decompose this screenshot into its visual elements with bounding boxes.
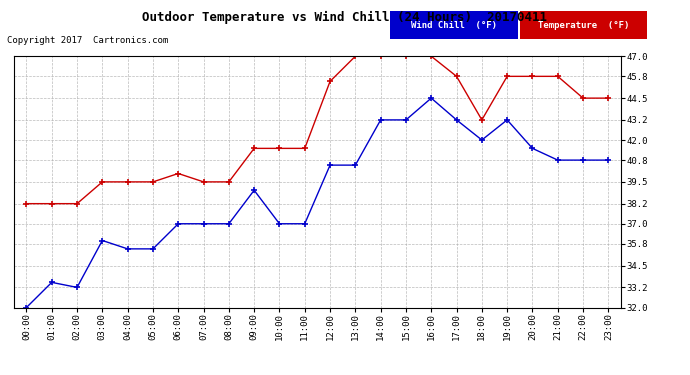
- Text: Outdoor Temperature vs Wind Chill (24 Hours)  20170411: Outdoor Temperature vs Wind Chill (24 Ho…: [143, 11, 547, 24]
- Text: Copyright 2017  Cartronics.com: Copyright 2017 Cartronics.com: [7, 36, 168, 45]
- Text: Temperature  (°F): Temperature (°F): [538, 21, 629, 30]
- Text: Wind Chill  (°F): Wind Chill (°F): [411, 21, 497, 30]
